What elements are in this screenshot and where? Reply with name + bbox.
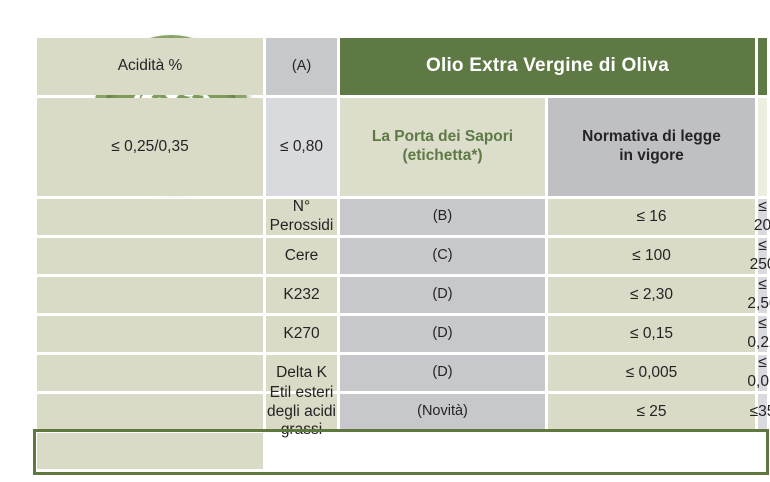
row-brand-value: ≤ 25	[548, 394, 755, 430]
row-edge-strip	[37, 394, 263, 430]
row-edge-strip	[37, 316, 263, 352]
row-label: Acidità %	[37, 38, 263, 95]
row-code: (D)	[340, 355, 545, 391]
row-label: Etil esteri degli acidi grassi	[266, 384, 337, 439]
column-header-brand: La Porta dei Sapori (etichetta*)	[340, 98, 545, 196]
row-brand-value: ≤ 16	[548, 199, 755, 235]
comparison-table: Olio Extra Vergine di Oliva La Porta dei…	[37, 38, 770, 469]
row-code: (B)	[340, 199, 545, 235]
row-edge-strip	[37, 238, 263, 274]
row-norm-value: ≤ 0,22	[747, 315, 770, 352]
row-norm-value: ≤ 0,01	[747, 354, 770, 391]
column-header-normativa: Normativa di legge in vigore	[548, 98, 755, 196]
row-label: K270	[266, 316, 337, 352]
table-title: Olio Extra Vergine di Oliva	[340, 38, 755, 95]
table-title-edge-strip	[758, 38, 767, 95]
row-brand-value: ≤ 0,005	[548, 355, 755, 391]
row-edge-strip	[37, 199, 263, 235]
row-label: N° Perossidi	[266, 198, 337, 235]
row-label: Delta K	[266, 355, 337, 391]
row-norm-value: ≤ 0,80	[266, 98, 337, 196]
row-norm-value: ≤ 2,50	[747, 276, 770, 313]
row-brand-value: ≤ 0,25/0,35	[37, 98, 263, 196]
row-edge-strip	[37, 277, 263, 313]
row-norm-value: ≤ 250	[750, 237, 770, 274]
row-brand-value: ≤ 100	[548, 238, 755, 274]
row-label: Cere	[266, 238, 337, 274]
row-code: (C)	[340, 238, 545, 274]
row-code: (Novità)	[340, 394, 545, 430]
row-edge-strip	[37, 355, 263, 391]
column-header-edge-strip	[758, 98, 767, 196]
row-edge-strip	[37, 433, 263, 469]
row-code: (A)	[266, 38, 337, 95]
row-brand-value: ≤ 2,30	[548, 277, 755, 313]
row-code: (D)	[340, 277, 545, 313]
row-norm-value: ≤35	[750, 394, 770, 430]
row-norm-value: ≤ 20	[753, 198, 770, 235]
row-brand-value: ≤ 0,15	[548, 316, 755, 352]
row-label: K232	[266, 277, 337, 313]
row-code: (D)	[340, 316, 545, 352]
